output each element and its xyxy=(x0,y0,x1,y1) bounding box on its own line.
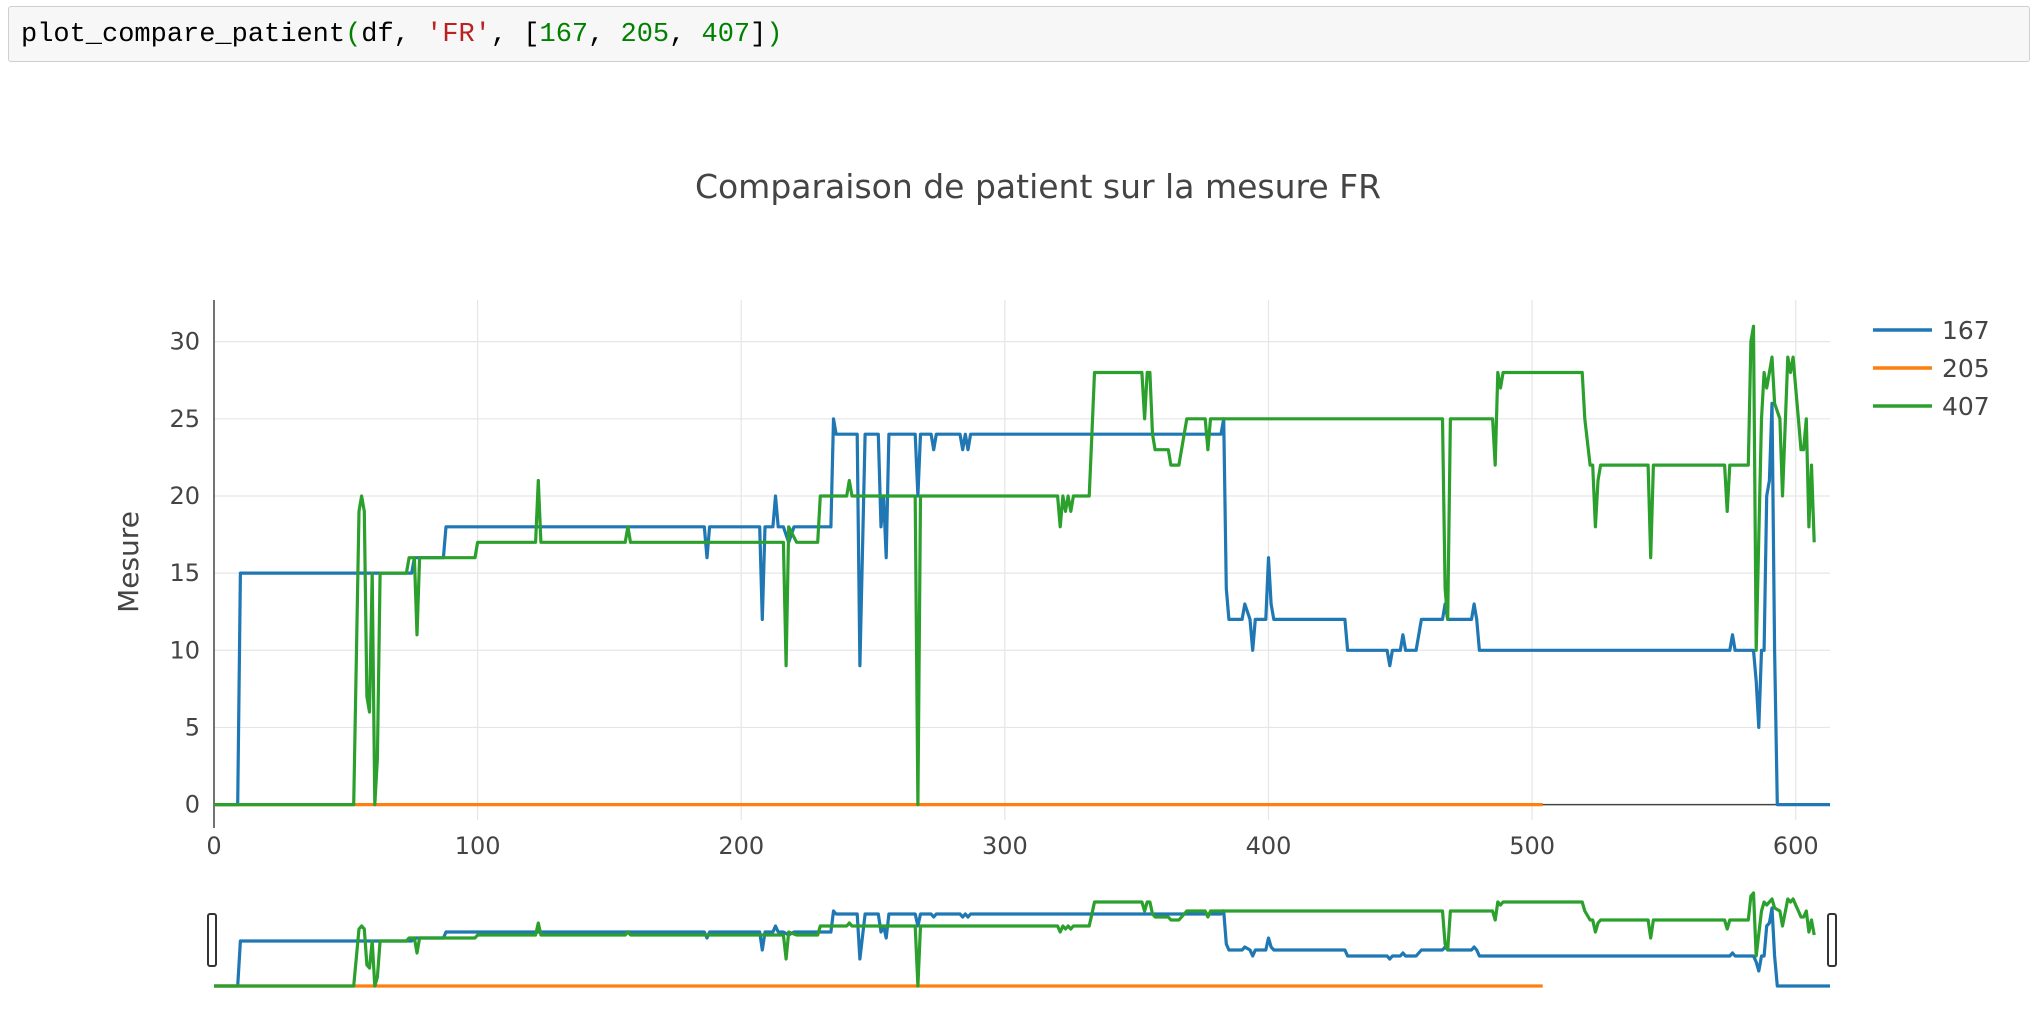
code-arg-measure: 'FR' xyxy=(426,20,491,50)
y-tick-label: 10 xyxy=(169,636,200,664)
grid xyxy=(214,300,1830,820)
range-slider-background xyxy=(214,890,1830,989)
plot-area[interactable] xyxy=(214,324,1830,807)
code-id-1: 167 xyxy=(539,20,589,50)
series-line-407[interactable] xyxy=(214,324,1816,807)
x-tick-label: 500 xyxy=(1509,832,1555,860)
code-cell[interactable]: plot_compare_patient(df, 'FR', [167, 205… xyxy=(8,6,2030,62)
x-tick-label: 200 xyxy=(718,832,764,860)
legend-label-167[interactable]: 167 xyxy=(1942,316,1990,345)
code-arg-df: df, xyxy=(361,20,427,50)
code-sep: , [ xyxy=(490,20,540,50)
range-slider-handle-left[interactable] xyxy=(207,913,217,967)
legend-label-407[interactable]: 407 xyxy=(1942,392,1990,421)
range-slider-handle-right[interactable] xyxy=(1827,913,1837,967)
code-comma-2: , xyxy=(669,20,702,50)
code-line: plot_compare_patient(df, 'FR', [167, 205… xyxy=(21,21,783,49)
legend-label-205[interactable]: 205 xyxy=(1942,354,1990,383)
range-slider[interactable] xyxy=(207,890,1837,989)
y-tick-label: 15 xyxy=(169,559,200,587)
y-tick-label: 20 xyxy=(169,482,200,510)
y-tick-label: 25 xyxy=(169,405,200,433)
chart-title: Comparaison de patient sur la mesure FR xyxy=(695,167,1381,206)
code-open-paren: ( xyxy=(345,20,362,50)
y-axis-label: Mesure xyxy=(112,511,145,613)
legend[interactable]: 167 205 407 xyxy=(1873,316,1990,421)
y-tick-label: 0 xyxy=(185,791,200,819)
code-id-2: 205 xyxy=(620,20,670,50)
x-tick-label: 0 xyxy=(206,832,221,860)
code-id-3: 407 xyxy=(701,20,751,50)
x-tick-label: 400 xyxy=(1246,832,1292,860)
code-function-name: plot_compare_patient xyxy=(21,20,346,50)
code-close-bracket: ] xyxy=(750,20,767,50)
range-slider-line-407 xyxy=(214,891,1816,988)
x-tick-label: 300 xyxy=(982,832,1028,860)
code-close-paren: ) xyxy=(766,20,783,50)
series-line-167[interactable] xyxy=(214,401,1830,807)
code-comma-1: , xyxy=(588,20,621,50)
y-tick-label: 30 xyxy=(169,328,200,356)
y-tick-label: 5 xyxy=(185,713,200,741)
x-tick-label: 600 xyxy=(1773,832,1819,860)
x-tick-label: 100 xyxy=(455,832,501,860)
axes xyxy=(213,300,1830,828)
tick-labels: 0 100 200 300 400 500 600 0 5 10 15 20 25 30 xyxy=(169,328,1818,860)
